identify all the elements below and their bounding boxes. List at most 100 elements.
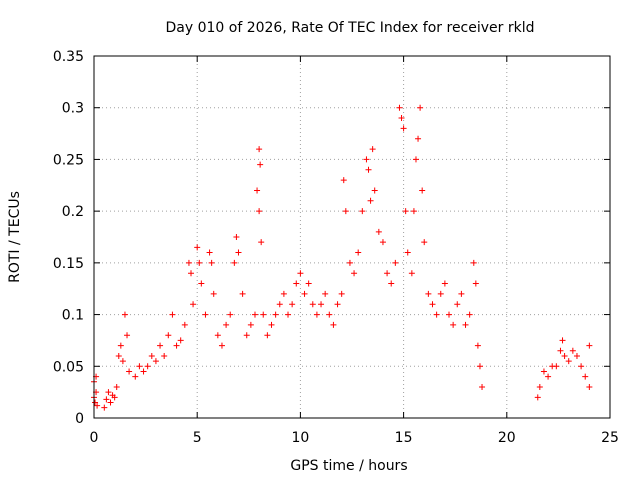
data-point (257, 161, 264, 168)
data-point (479, 383, 486, 390)
data-point (210, 290, 217, 297)
data-point (254, 187, 261, 194)
plot-frame (93, 55, 611, 419)
data-point (206, 249, 213, 256)
y-tick-label: 0.25 (53, 152, 84, 168)
data-point (454, 301, 461, 308)
data-point (586, 383, 593, 390)
data-point (190, 301, 197, 308)
x-axis-label: GPS time / hours (290, 458, 407, 474)
data-point (285, 311, 292, 318)
data-point (415, 135, 422, 142)
data-point (243, 332, 250, 339)
data-point (536, 383, 543, 390)
data-point (458, 290, 465, 297)
y-tick-label: 0.1 (62, 308, 84, 324)
data-point (379, 239, 386, 246)
data-point (256, 146, 263, 153)
data-point (351, 270, 358, 277)
data-point (565, 358, 572, 365)
data-point (107, 399, 114, 406)
data-point (136, 363, 143, 370)
data-point (437, 290, 444, 297)
data-point (559, 337, 566, 344)
data-point (375, 228, 382, 235)
data-point (450, 321, 457, 328)
x-tick-label: 15 (395, 430, 413, 446)
x-axis-ticks: 0 5 10 15 20 25 (90, 56, 619, 446)
data-point (553, 363, 560, 370)
data-point (472, 280, 479, 287)
data-point (258, 239, 265, 246)
data-point (534, 394, 541, 401)
data-point (334, 301, 341, 308)
data-point (474, 342, 481, 349)
data-point (421, 239, 428, 246)
y-tick-label: 0.3 (62, 101, 84, 117)
data-point (425, 290, 432, 297)
data-point (540, 368, 547, 375)
data-point (276, 301, 283, 308)
data-point (231, 259, 238, 266)
data-point (105, 389, 112, 396)
data-point (359, 208, 366, 215)
data-point (419, 187, 426, 194)
y-axis-ticks: 0 0.05 0.1 0.15 0.2 0.25 0.3 0.35 (53, 49, 610, 427)
data-point (247, 321, 254, 328)
data-point (121, 311, 128, 318)
data-point (578, 363, 585, 370)
data-point (227, 311, 234, 318)
data-point (346, 259, 353, 266)
data-point (371, 187, 378, 194)
data-point (198, 280, 205, 287)
data-point (582, 373, 589, 380)
y-tick-label: 0.35 (53, 49, 84, 65)
data-point (293, 280, 300, 287)
data-point (185, 259, 192, 266)
data-point (103, 396, 110, 403)
data-point (214, 332, 221, 339)
data-point (289, 301, 296, 308)
data-points (91, 104, 593, 411)
data-point (115, 352, 122, 359)
data-point (239, 290, 246, 297)
data-point (148, 352, 155, 359)
data-point (140, 368, 147, 375)
data-point (297, 270, 304, 277)
data-point (388, 280, 395, 287)
data-point (124, 332, 131, 339)
data-point (208, 259, 215, 266)
data-point (338, 290, 345, 297)
data-point (117, 342, 124, 349)
data-point (318, 301, 325, 308)
data-point (309, 301, 316, 308)
x-tick-label: 5 (193, 430, 202, 446)
data-point (256, 208, 263, 215)
data-point (144, 363, 151, 370)
data-point (181, 321, 188, 328)
grid-lines (94, 56, 610, 418)
data-point (367, 197, 374, 204)
data-point (272, 311, 279, 318)
data-point (301, 290, 308, 297)
data-point (330, 321, 337, 328)
data-point (396, 104, 403, 111)
data-point (264, 332, 271, 339)
data-point (365, 166, 372, 173)
data-point (569, 347, 576, 354)
data-point (188, 270, 195, 277)
data-point (573, 352, 580, 359)
x-tick-label: 10 (291, 430, 309, 446)
data-point (402, 208, 409, 215)
data-point (400, 125, 407, 132)
x-tick-label: 25 (601, 430, 619, 446)
chart-title: Day 010 of 2026, Rate Of TEC Index for r… (165, 20, 534, 36)
data-point (233, 234, 240, 240)
data-point (326, 311, 333, 318)
data-point (392, 259, 399, 266)
data-point (412, 156, 419, 163)
x-tick-label: 20 (498, 430, 516, 446)
y-tick-label: 0.05 (53, 359, 84, 375)
data-point (586, 342, 593, 349)
data-point (235, 249, 242, 256)
